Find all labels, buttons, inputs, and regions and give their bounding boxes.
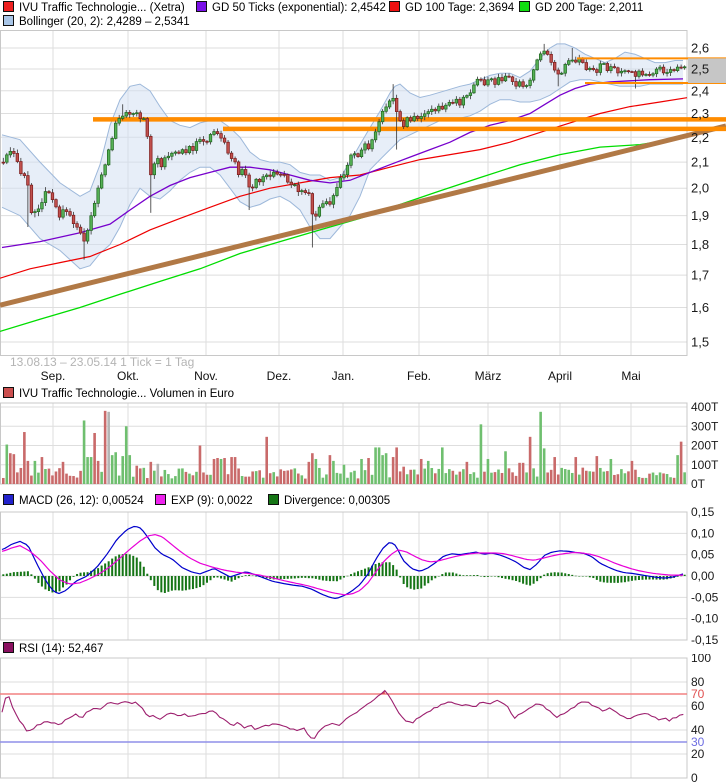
svg-text:Mai: Mai xyxy=(621,369,640,383)
price-chart: 2,6 2,5 2,4 2,3 2,2 2,1 2,0 1,9 1,8 1,7 1,6 1,5 13.0… xyxy=(0,30,726,383)
legend-gd100: GD 100 Tage: 2,3694 xyxy=(389,1,514,14)
legend-gd100-label: GD 100 Tage: 2,3694 xyxy=(405,2,515,14)
svg-text:0: 0 xyxy=(691,771,698,783)
svg-text:0,00: 0,00 xyxy=(691,569,715,583)
svg-text:2,1: 2,1 xyxy=(691,155,709,170)
svg-text:0T: 0T xyxy=(691,477,706,491)
svg-text:400T: 400T xyxy=(691,400,719,414)
svg-text:40: 40 xyxy=(691,723,705,737)
rsi-legend: RSI (14): 52,467 xyxy=(0,642,726,655)
svg-text:1,6: 1,6 xyxy=(691,300,709,315)
svg-text:März: März xyxy=(475,369,502,383)
svg-text:60: 60 xyxy=(691,699,705,713)
svg-text:-0,15: -0,15 xyxy=(691,633,719,647)
svg-text:70: 70 xyxy=(691,687,705,701)
svg-text:Feb.: Feb. xyxy=(407,369,431,383)
svg-text:0,10: 0,10 xyxy=(691,526,715,540)
legend-macd-label: MACD (26, 12): 0,00524 xyxy=(19,495,144,507)
svg-text:20: 20 xyxy=(691,747,705,761)
svg-text:1,9: 1,9 xyxy=(691,208,709,223)
legend-gd50: GD 50 Ticks (exponential): 2,4542 xyxy=(196,1,386,14)
legend-macd-divergence: Divergence: 0,00305 xyxy=(268,494,390,507)
svg-text:200T: 200T xyxy=(691,439,719,453)
legend-gd200-label: GD 200 Tage: 2,2011 xyxy=(535,2,644,14)
bollinger-swatch-icon xyxy=(3,15,14,26)
legend-gd200: GD 200 Tage: 2,2011 xyxy=(519,1,643,14)
volume-swatch-icon xyxy=(3,387,14,398)
svg-text:Sep.: Sep. xyxy=(41,369,66,383)
svg-text:80: 80 xyxy=(691,675,705,689)
macd-chart: 0,15 0,10 0,05 0,00 -0,05 -0,10 -0,15 xyxy=(0,506,719,647)
svg-text:2,6: 2,6 xyxy=(691,40,709,55)
rsi-swatch-icon xyxy=(3,642,14,653)
svg-text:2,0: 2,0 xyxy=(691,181,709,196)
legend-macd-exp-label: EXP (9): 0,0022 xyxy=(171,495,253,507)
legend-price-series-label: IVU Traffic Technologie... (Xetra) xyxy=(19,2,185,14)
svg-text:300T: 300T xyxy=(691,419,719,433)
svg-text:2,3: 2,3 xyxy=(691,106,709,121)
svg-text:100T: 100T xyxy=(691,458,719,472)
svg-text:2,5: 2,5 xyxy=(691,61,709,76)
svg-text:Nov.: Nov. xyxy=(194,369,218,383)
svg-text:Dez.: Dez. xyxy=(267,369,292,383)
svg-text:2,4: 2,4 xyxy=(691,83,709,98)
series-swatch-icon xyxy=(3,1,14,12)
legend-bollinger-label: Bollinger (20, 2): 2,4289 – 2,5341 xyxy=(19,16,190,28)
svg-text:0,05: 0,05 xyxy=(691,548,715,562)
gd100-swatch-icon xyxy=(389,1,400,12)
legend-rsi: RSI (14): 52,467 xyxy=(3,642,103,655)
legend-macd-exp: EXP (9): 0,0022 xyxy=(155,494,253,507)
svg-text:Okt.: Okt. xyxy=(117,369,139,383)
svg-text:100: 100 xyxy=(691,654,711,665)
svg-text:30: 30 xyxy=(691,735,705,749)
volume-chart: 400T 300T 200T 100T 0T xyxy=(0,400,719,491)
legend-price-series: IVU Traffic Technologie... (Xetra) xyxy=(3,1,185,14)
volume-legend: IVU Traffic Technologie... Volumen in Eu… xyxy=(0,387,726,400)
legend-macd: MACD (26, 12): 0,00524 xyxy=(3,494,144,507)
macd-swatch-icon xyxy=(3,494,14,505)
main-legend-row-1: IVU Traffic Technologie... (Xetra) GD 50… xyxy=(0,1,726,14)
macd-exp-swatch-icon xyxy=(155,494,166,505)
svg-text:Jan.: Jan. xyxy=(332,369,355,383)
legend-gd50-label: GD 50 Ticks (exponential): 2,4542 xyxy=(212,2,386,14)
gd50-swatch-icon xyxy=(196,1,207,12)
macd-legend: MACD (26, 12): 0,00524 EXP (9): 0,0022 D… xyxy=(0,494,726,507)
svg-text:1,7: 1,7 xyxy=(691,268,709,283)
svg-text:April: April xyxy=(548,369,572,383)
divergence-swatch-icon xyxy=(268,494,279,505)
svg-text:1,5: 1,5 xyxy=(691,334,709,349)
main-legend-row-2: Bollinger (20, 2): 2,4289 – 2,5341 xyxy=(0,15,726,28)
legend-macd-divergence-label: Divergence: 0,00305 xyxy=(284,495,391,507)
legend-volume: IVU Traffic Technologie... Volumen in Eu… xyxy=(3,387,234,400)
legend-rsi-label: RSI (14): 52,467 xyxy=(19,643,104,655)
svg-text:13.08.13 – 23.05.14 1 Tick =: 13.08.13 – 23.05.14 1 Tick = 1 Tag xyxy=(10,355,194,369)
legend-volume-label: IVU Traffic Technologie... Volumen in Eu… xyxy=(19,388,235,400)
svg-text:1,8: 1,8 xyxy=(691,237,709,252)
svg-text:0,15: 0,15 xyxy=(691,506,715,519)
svg-text:-0,05: -0,05 xyxy=(691,590,719,604)
svg-text:-0,10: -0,10 xyxy=(691,612,719,626)
legend-bollinger: Bollinger (20, 2): 2,4289 – 2,5341 xyxy=(3,15,190,28)
gd200-swatch-icon xyxy=(519,1,530,12)
svg-text:2,2: 2,2 xyxy=(691,130,709,145)
